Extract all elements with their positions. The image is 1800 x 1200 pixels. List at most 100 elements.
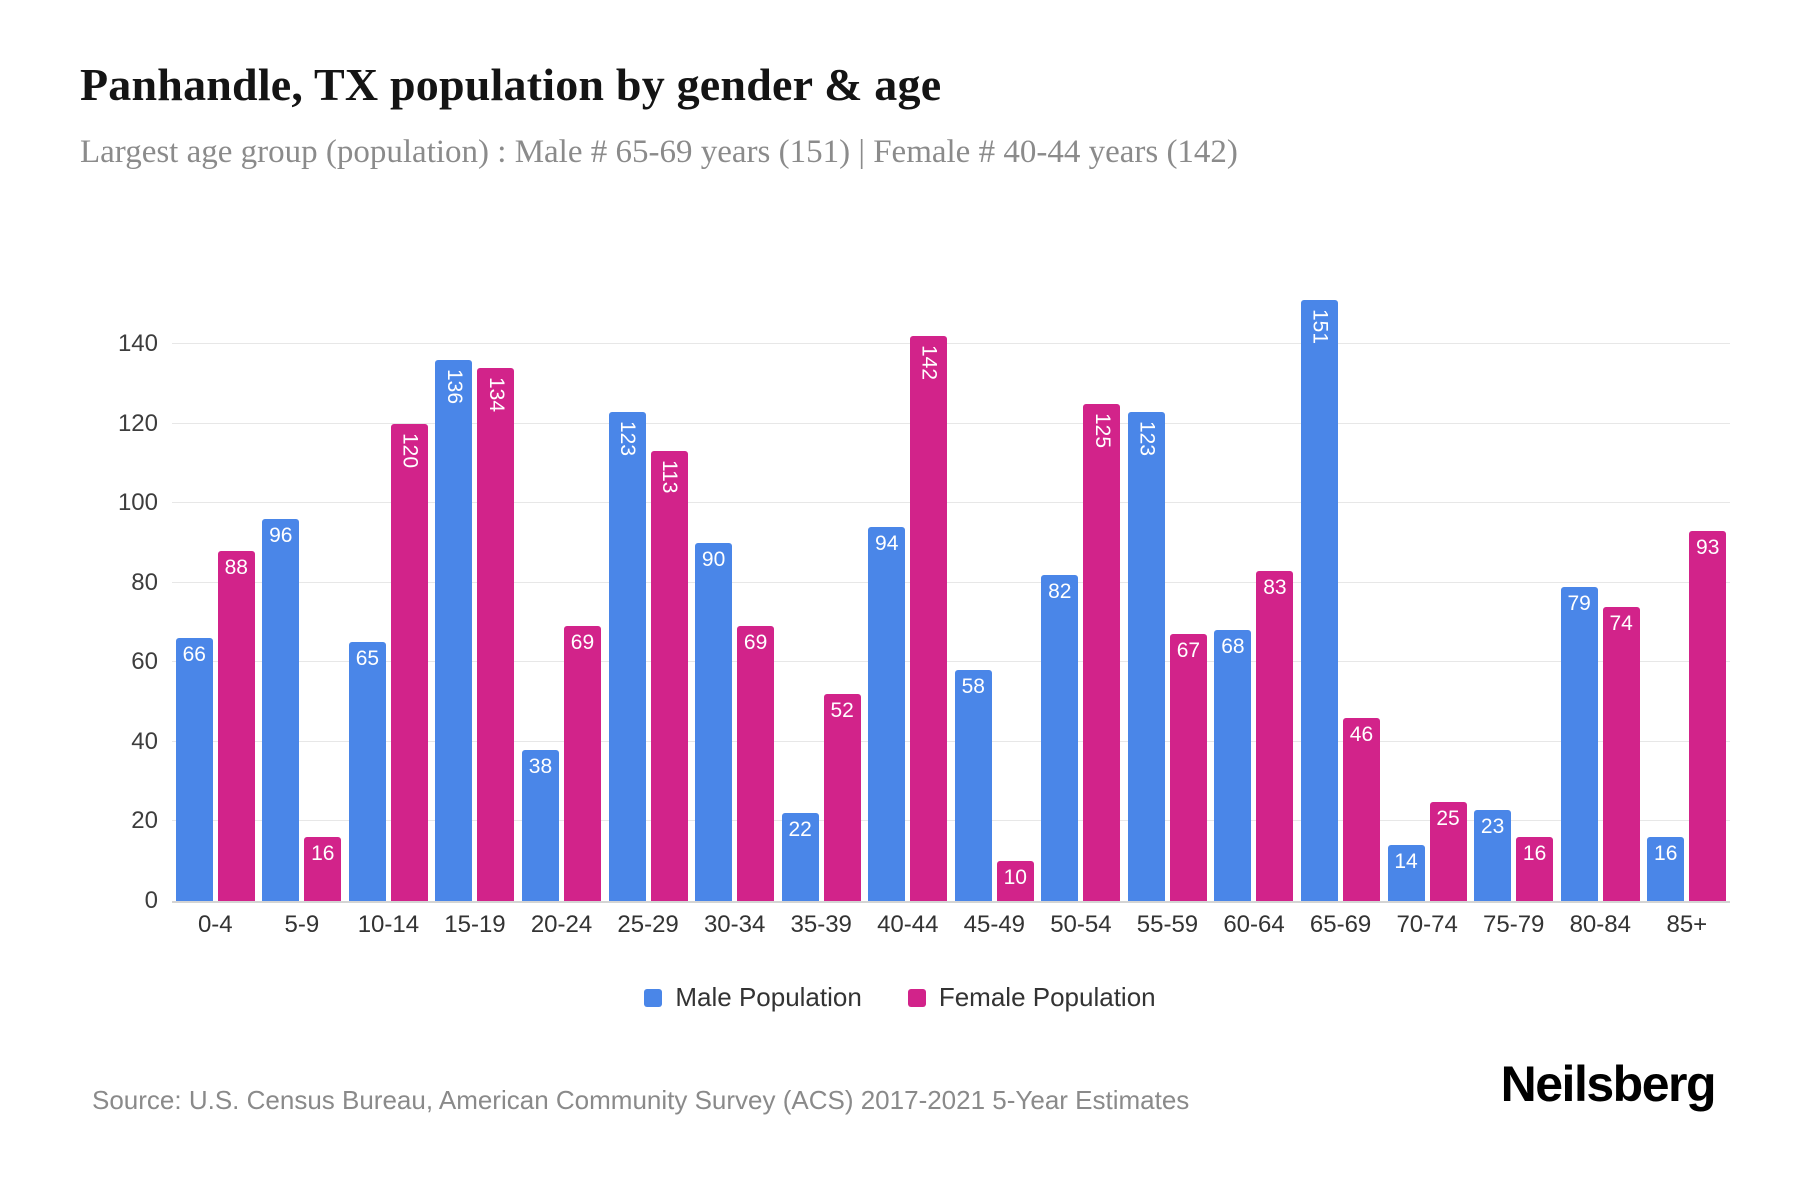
female-bar-60-64: 83 <box>1256 570 1294 901</box>
bar-group-20-24: 38 69 <box>518 344 605 901</box>
bar-value-label: 79 <box>1567 591 1591 615</box>
bar-value-label: 25 <box>1436 806 1460 830</box>
female-bar-70-74: 25 <box>1429 801 1467 901</box>
female-bar-15-19: 134 <box>477 367 515 901</box>
x-axis-label-60-64: 60-64 <box>1223 911 1285 938</box>
bar-value-label: 16 <box>1522 842 1547 866</box>
bar-value-label: 58 <box>961 675 985 699</box>
male-bar-0-4: 66 <box>175 638 213 901</box>
bar-value-label: 123 <box>1135 420 1159 456</box>
bar-value-label: 113 <box>658 460 682 494</box>
x-axis-label-20-24: 20-24 <box>530 911 593 938</box>
x-axis-label-15-19: 15-19 <box>444 911 506 938</box>
gridline <box>172 740 1730 742</box>
male-bar-60-64: 68 <box>1214 630 1252 901</box>
bar-group-55-59: 123 67 <box>1124 344 1211 901</box>
female-bar-75-79: 16 <box>1516 837 1554 901</box>
bar-value-label: 67 <box>1176 639 1201 663</box>
y-axis-labels: 0 20 40 60 80 100 120 140 <box>60 330 158 914</box>
female-bar-35-39: 52 <box>823 694 861 901</box>
bar-value-label: 14 <box>1394 850 1418 874</box>
gridline <box>172 820 1730 822</box>
female-bar-65-69: 46 <box>1342 718 1380 901</box>
male-bar-85+: 16 <box>1647 837 1685 901</box>
x-axis-labels: 0-4 5-9 10-14 15-19 20-24 25-29 30-34 35-39 40-4… <box>172 911 1730 939</box>
female-bar-0-4: 88 <box>217 550 255 901</box>
gridline <box>172 661 1730 663</box>
legend-item-female-population[interactable]: Female Population <box>907 982 1156 1013</box>
bar-value-label: 46 <box>1349 723 1374 746</box>
source-attribution: Source: U.S. Census Bureau, American Com… <box>92 1085 1190 1115</box>
gridline <box>172 343 1730 344</box>
female-bar-55-59: 67 <box>1169 634 1207 901</box>
female-bar-25-29: 113 <box>650 451 688 901</box>
legend-item-male-population[interactable]: Male Population <box>644 982 862 1013</box>
chart-title: Panhandle, TX population by gender & age <box>80 59 942 110</box>
male-bar-15-19: 136 <box>435 359 473 901</box>
bar-value-label: 22 <box>788 818 812 842</box>
x-axis-label-5-9: 5-9 <box>284 911 320 938</box>
bar-group-70-74: 14 25 <box>1384 344 1471 901</box>
bar-value-label: 65 <box>355 647 380 671</box>
male-bar-70-74: 14 <box>1387 845 1425 901</box>
male-bar-35-39: 22 <box>781 813 819 901</box>
female-bar-40-44: 142 <box>910 336 948 901</box>
legend-label: Female Population <box>938 982 1156 1012</box>
bar-value-label: 69 <box>743 631 768 655</box>
legend-swatch <box>907 988 926 1007</box>
bar-group-60-64: 68 83 <box>1211 344 1298 901</box>
bar-group-45-49: 58 10 <box>951 344 1038 901</box>
legend: Male Population Female Population <box>0 982 1800 1013</box>
bar-group-0-4: 66 88 <box>172 344 259 901</box>
x-axis-label-55-59: 55-59 <box>1136 911 1199 938</box>
bar-value-label: 68 <box>1221 635 1245 659</box>
male-bar-20-24: 38 <box>521 749 559 901</box>
male-bar-25-29: 123 <box>608 411 646 901</box>
bar-value-label: 88 <box>224 555 248 579</box>
bar-value-label: 142 <box>917 345 941 381</box>
bar-value-label: 69 <box>570 631 595 655</box>
gridline <box>172 581 1730 583</box>
bar-value-label: 96 <box>269 524 293 548</box>
female-bar-85+: 93 <box>1689 531 1727 901</box>
bar-value-label: 16 <box>1654 842 1678 866</box>
bar-group-35-39: 22 52 <box>778 344 865 901</box>
bar-group-40-44: 94 142 <box>864 336 951 901</box>
bar-value-label: 136 <box>442 368 466 404</box>
y-axis-tick-label: 0 <box>144 887 158 914</box>
female-bar-50-54: 125 <box>1083 403 1121 901</box>
male-bar-30-34: 90 <box>695 542 733 901</box>
y-axis-tick-label: 80 <box>131 568 158 596</box>
bar-group-30-34: 90 69 <box>691 344 778 901</box>
bar-value-label: 123 <box>616 420 640 456</box>
bar-group-15-19: 136 134 <box>432 344 519 901</box>
bar-value-label: 94 <box>875 532 899 556</box>
x-axis-label-65-69: 65-69 <box>1309 911 1372 938</box>
female-bar-80-84: 74 <box>1602 606 1640 901</box>
bar-value-label: 151 <box>1308 309 1332 345</box>
legend-label: Male Population <box>675 982 862 1012</box>
bar-group-85+: 16 93 <box>1643 344 1730 901</box>
male-bar-50-54: 82 <box>1041 574 1079 901</box>
bar-group-65-69: 151 46 <box>1297 300 1384 901</box>
chart-subtitle: Largest age group (population) : Male # … <box>80 134 1238 170</box>
male-bar-40-44: 94 <box>868 527 906 901</box>
x-axis-label-45-49: 45-49 <box>963 911 1026 938</box>
bar-group-5-9: 96 16 <box>259 344 346 901</box>
y-axis-tick-label: 120 <box>117 409 158 437</box>
bar-value-label: 83 <box>1263 575 1287 599</box>
male-bar-80-84: 79 <box>1560 586 1598 901</box>
plot-area: 66 88 96 16 65 120 136 134 38 69 123 113 90 69 22 52 94 1… <box>172 300 1730 903</box>
bar-group-50-54: 82 125 <box>1038 344 1125 901</box>
male-bar-75-79: 23 <box>1474 809 1512 901</box>
x-axis-label-70-74: 70-74 <box>1396 911 1458 938</box>
bar-value-label: 120 <box>398 432 422 468</box>
bar-value-label: 90 <box>701 547 726 571</box>
bar-value-label: 16 <box>311 842 335 866</box>
female-bar-10-14: 120 <box>390 423 428 901</box>
x-axis-label-35-39: 35-39 <box>790 911 852 938</box>
gridline <box>172 502 1730 504</box>
bar-value-label: 38 <box>528 754 553 778</box>
bar-value-label: 52 <box>830 699 854 723</box>
bar-value-label: 82 <box>1048 579 1072 603</box>
